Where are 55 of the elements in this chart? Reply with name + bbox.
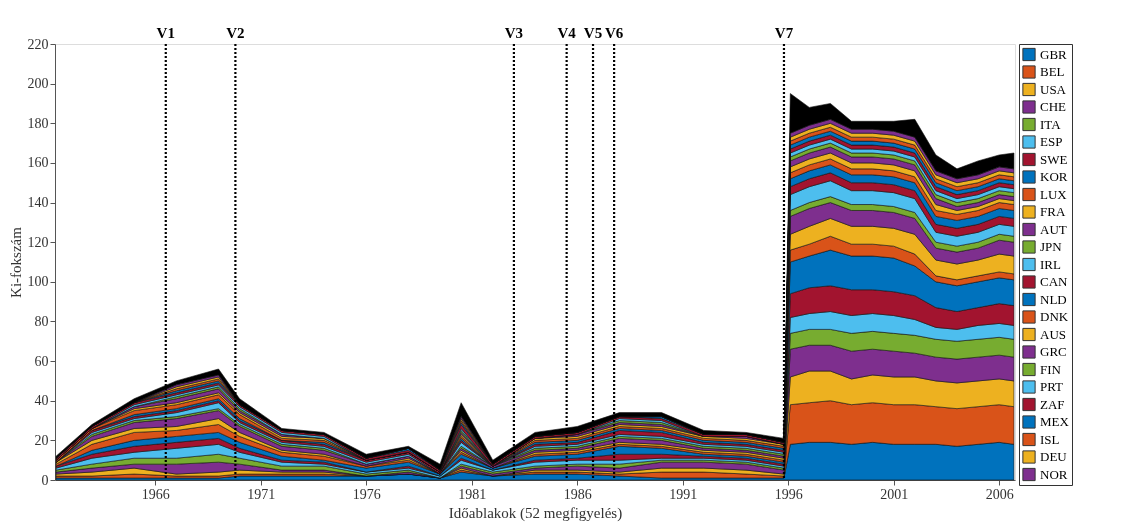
legend-label: DEU	[1040, 449, 1068, 464]
ref-line-label: V2	[226, 25, 245, 41]
legend-label: SWE	[1040, 151, 1068, 167]
y-tick-label: 0	[41, 472, 49, 488]
y-tick-label: 220	[27, 36, 49, 52]
legend-label: NLD	[1040, 291, 1067, 307]
legend-label: GRC	[1040, 344, 1067, 359]
x-tick-label: 1971	[247, 486, 276, 502]
legend-label: PRT	[1040, 379, 1064, 394]
legend-label: NOR	[1040, 466, 1068, 482]
legend-label: ITA	[1040, 116, 1062, 132]
x-tick-label: 2006	[985, 486, 1014, 502]
legend-label: FIN	[1040, 361, 1062, 377]
ref-line-label: V5	[583, 25, 603, 41]
x-tick-label: 1986	[563, 486, 592, 502]
legend-label: ZAF	[1040, 396, 1065, 412]
legend-label: LUX	[1040, 186, 1068, 202]
legend-label: JPN	[1040, 239, 1063, 254]
legend-label: ESP	[1040, 134, 1063, 149]
x-tick-label: 1991	[669, 486, 698, 502]
x-tick-label: 1981	[458, 486, 487, 502]
legend-label: KOR	[1040, 169, 1068, 184]
legend-label: IRL	[1040, 256, 1061, 272]
x-axis-title: Időablakok (52 megfigyelés)	[448, 504, 623, 522]
legend-label: USA	[1040, 81, 1067, 97]
y-tick-label: 100	[27, 274, 49, 290]
ref-line-label: V7	[774, 25, 794, 41]
y-tick-label: 40	[34, 393, 49, 409]
ref-line-label: V3	[504, 25, 524, 41]
y-tick-label: 20	[34, 432, 49, 448]
legend-label: GBR	[1040, 46, 1068, 62]
legend-label: FRA	[1040, 204, 1066, 219]
legend-label: BEL	[1040, 64, 1065, 79]
y-axis-title: Ki-fokszám	[7, 226, 24, 298]
ref-line-label: V4	[557, 25, 577, 41]
x-tick-label: 2001	[880, 486, 909, 502]
legend-label: DNK	[1040, 309, 1069, 324]
legend-label: ISL	[1040, 431, 1060, 447]
ref-line-label: V6	[604, 25, 624, 41]
y-tick-label: 80	[34, 313, 49, 329]
legend-label: CAN	[1040, 274, 1069, 289]
legend-label: AUT	[1040, 221, 1067, 237]
x-tick-label: 1966	[141, 486, 170, 502]
legend-label: AUS	[1040, 326, 1067, 342]
legend-label: CHE	[1040, 99, 1067, 114]
x-tick-label: 1976	[352, 486, 381, 502]
y-tick-label: 160	[27, 155, 49, 171]
y-tick-label: 140	[27, 195, 49, 211]
legend-label: MEX	[1040, 414, 1070, 429]
y-tick-label: 180	[27, 115, 49, 131]
y-tick-label: 200	[27, 76, 49, 92]
x-tick-label: 1996	[774, 486, 803, 502]
y-tick-label: 120	[27, 234, 49, 250]
y-tick-label: 60	[34, 353, 49, 369]
ref-line-label: V1	[156, 25, 175, 41]
